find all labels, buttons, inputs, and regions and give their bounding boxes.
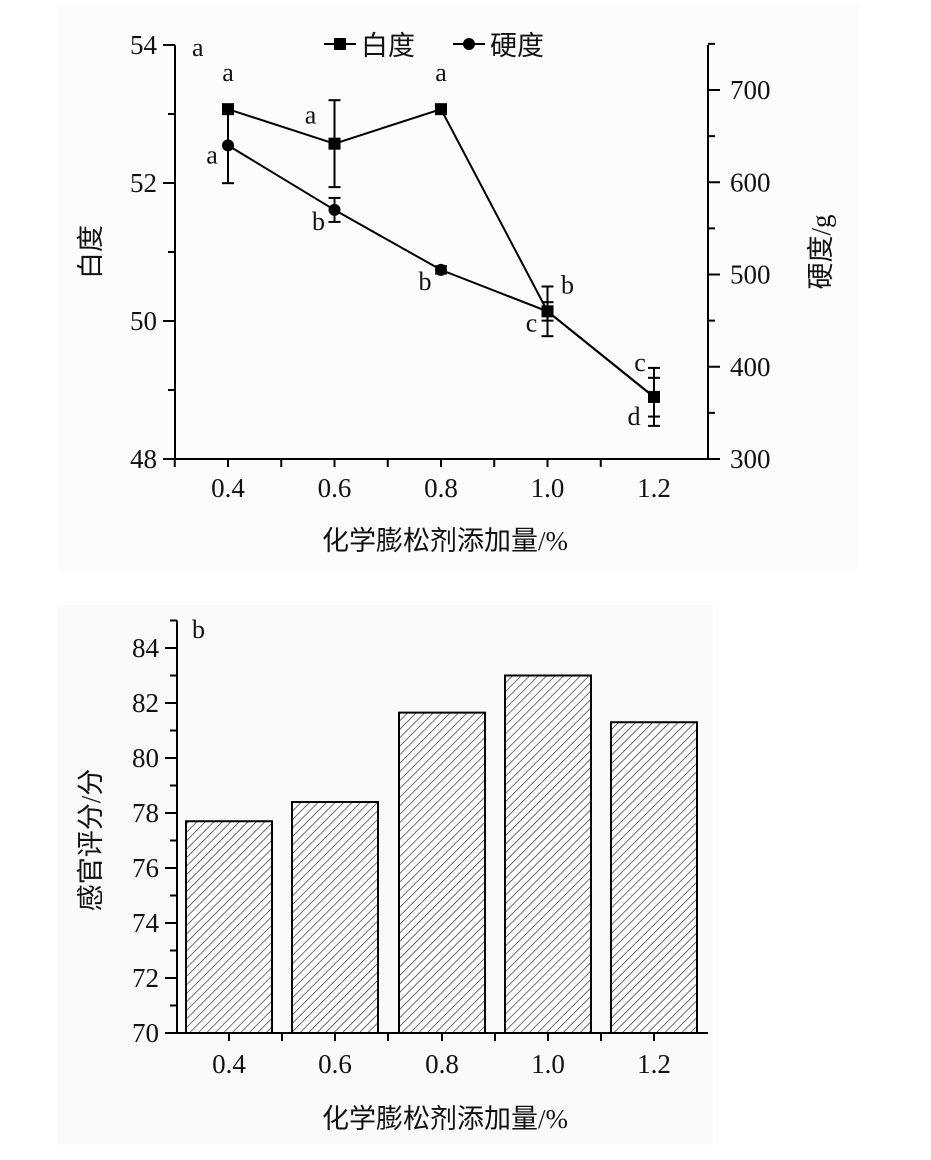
x-tick-label: 1.2 [637, 473, 671, 503]
chart-b: b 化学膨松剂添加量/% 感官评分/分 70 72 74 76 78 80 82 84 0.4 0… [76, 615, 708, 1134]
data-point-hardness [541, 305, 554, 318]
y-axis-title-a: 白度 [76, 225, 106, 279]
data-point-hardness [328, 203, 341, 216]
significance-label: b [561, 270, 574, 299]
y2-axis-title-a: 硬度/g [806, 214, 836, 289]
y-tick-label: 48 [130, 444, 157, 474]
y-tick-label: 80 [132, 743, 159, 773]
legend: 白度 硬度 [324, 31, 544, 61]
y-tick-label: 72 [132, 963, 159, 993]
y-tick-label: 70 [132, 1018, 159, 1048]
x-tick-label: 0.6 [318, 1049, 352, 1079]
data-point-whiteness [328, 137, 341, 150]
x-tick-label: 0.8 [425, 1049, 459, 1079]
bar-1.2 [610, 721, 698, 1034]
x-tick-label: 1.2 [637, 1049, 671, 1079]
x-tick-label: 0.4 [211, 473, 245, 503]
significance-label: c [526, 308, 538, 337]
x-tick-label: 1.0 [531, 473, 565, 503]
y-tick-label: 50 [130, 306, 157, 336]
y2-tick-label: 300 [730, 444, 771, 474]
data-point-hardness [222, 139, 234, 152]
y2-tick-label: 400 [730, 352, 771, 382]
x-tick-label: 0.8 [424, 473, 458, 503]
x-tick-label: 0.4 [212, 1049, 246, 1079]
bar-0.6 [291, 801, 379, 1034]
significance-label: a [435, 58, 447, 87]
data-point-hardness [648, 391, 660, 404]
significance-label: a [206, 140, 218, 169]
significance-label: b [419, 267, 432, 296]
significance-label: d [628, 402, 641, 431]
legend-circle-marker [463, 38, 475, 50]
y2-tick-label: 700 [730, 75, 771, 105]
y2-tick-label: 500 [730, 260, 771, 290]
x-axis-title-a: 化学膨松剂添加量/% [322, 526, 568, 556]
x-axis-title-b: 化学膨松剂添加量/% [322, 1104, 568, 1134]
y-tick-label: 52 [130, 168, 157, 198]
x-tick-label: 0.6 [318, 473, 352, 503]
legend-square-marker [334, 38, 346, 50]
y-tick-label: 74 [132, 908, 160, 938]
bar-0.8 [398, 711, 486, 1034]
y2-tick-label: 600 [730, 167, 771, 197]
significance-label: a [222, 58, 234, 87]
data-point-whiteness [435, 103, 447, 116]
panel-label-b: b [192, 615, 205, 644]
panel-label-a: a [192, 33, 204, 62]
legend-label-whiteness: 白度 [361, 31, 415, 61]
significance-label: a [305, 101, 317, 130]
y-axis-title-b: 感官评分/分 [76, 769, 106, 912]
significance-label: b [312, 207, 325, 236]
bar-1.0 [504, 674, 592, 1034]
y-tick-label: 82 [132, 688, 159, 718]
y-tick-label: 76 [132, 853, 159, 883]
legend-label-hardness: 硬度 [490, 31, 544, 61]
chart-a: a 化学膨松剂添加量/% 白度 硬度/g 白度 硬度 0.4 0.6 0.8 1.0 1… [76, 30, 836, 556]
data-point-hardness [435, 263, 447, 276]
bar-0.4 [185, 820, 273, 1034]
panel-b-background [58, 605, 713, 1145]
significance-label: c [634, 348, 646, 377]
y-tick-label: 78 [132, 798, 159, 828]
y-tick-label: 54 [130, 30, 158, 60]
x-tick-label: 1.0 [531, 1049, 565, 1079]
y-tick-label: 84 [132, 633, 160, 663]
panel-a-background [58, 5, 858, 570]
